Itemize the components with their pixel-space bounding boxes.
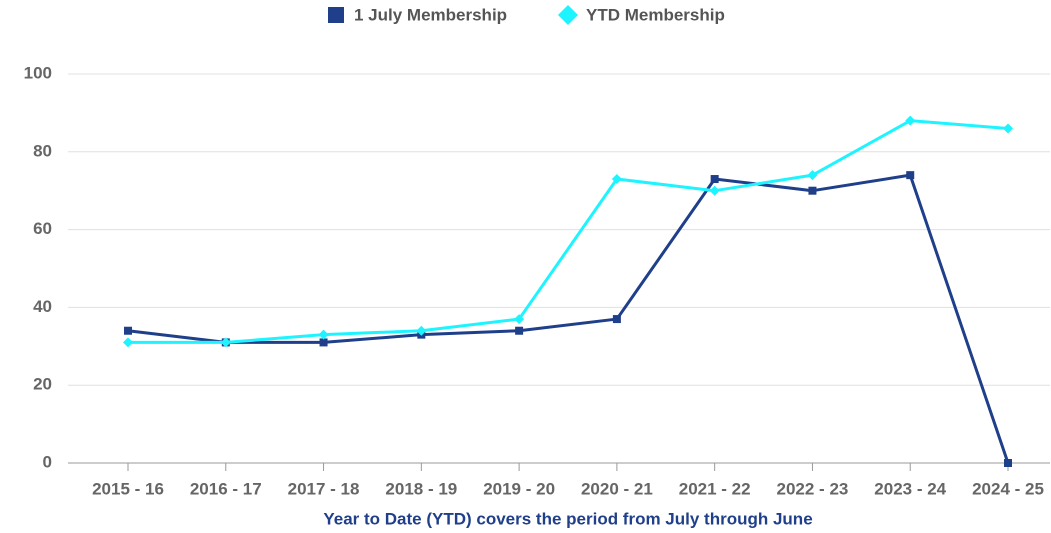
y-tick-label: 20 [33, 375, 52, 394]
y-tick-label: 80 [33, 141, 52, 160]
series-line [127, 173, 1010, 464]
marker [612, 315, 621, 324]
marker [416, 325, 427, 336]
x-tick-label: 2023 - 24 [874, 479, 946, 498]
y-tick-label: 40 [33, 297, 52, 316]
x-axis-label: Year to Date (YTD) covers the period fro… [323, 509, 812, 528]
marker [124, 326, 132, 335]
x-tick-label: 2016 - 17 [190, 479, 262, 498]
legend-label: 1 July Membership [354, 5, 507, 24]
x-tick-label: 2018 - 19 [385, 479, 457, 498]
x-tick-label: 2021 - 22 [679, 479, 751, 498]
marker [808, 186, 817, 195]
marker [709, 185, 720, 196]
x-tick-label: 2024 - 25 [972, 479, 1044, 498]
marker [515, 326, 524, 335]
y-tick-label: 100 [24, 63, 52, 82]
x-tick-label: 2017 - 18 [288, 479, 360, 498]
marker [514, 314, 525, 325]
legend-marker [558, 5, 578, 25]
x-tick-label: 2019 - 20 [483, 479, 555, 498]
marker [123, 337, 133, 348]
marker [611, 174, 622, 185]
marker [710, 175, 719, 184]
series-line [128, 119, 1009, 344]
marker [1004, 459, 1012, 467]
y-tick-label: 60 [33, 219, 52, 238]
marker [220, 337, 231, 348]
marker [906, 171, 915, 180]
x-tick-label: 2022 - 23 [777, 479, 849, 498]
x-tick-label: 2015 - 16 [92, 479, 164, 498]
legend-marker [328, 7, 344, 23]
y-tick-label: 0 [43, 452, 52, 471]
marker [807, 170, 818, 181]
legend-label: YTD Membership [586, 5, 725, 24]
x-tick-label: 2020 - 21 [581, 479, 653, 498]
marker [318, 329, 329, 340]
marker [905, 115, 916, 126]
marker [319, 338, 328, 347]
marker [1003, 123, 1013, 134]
